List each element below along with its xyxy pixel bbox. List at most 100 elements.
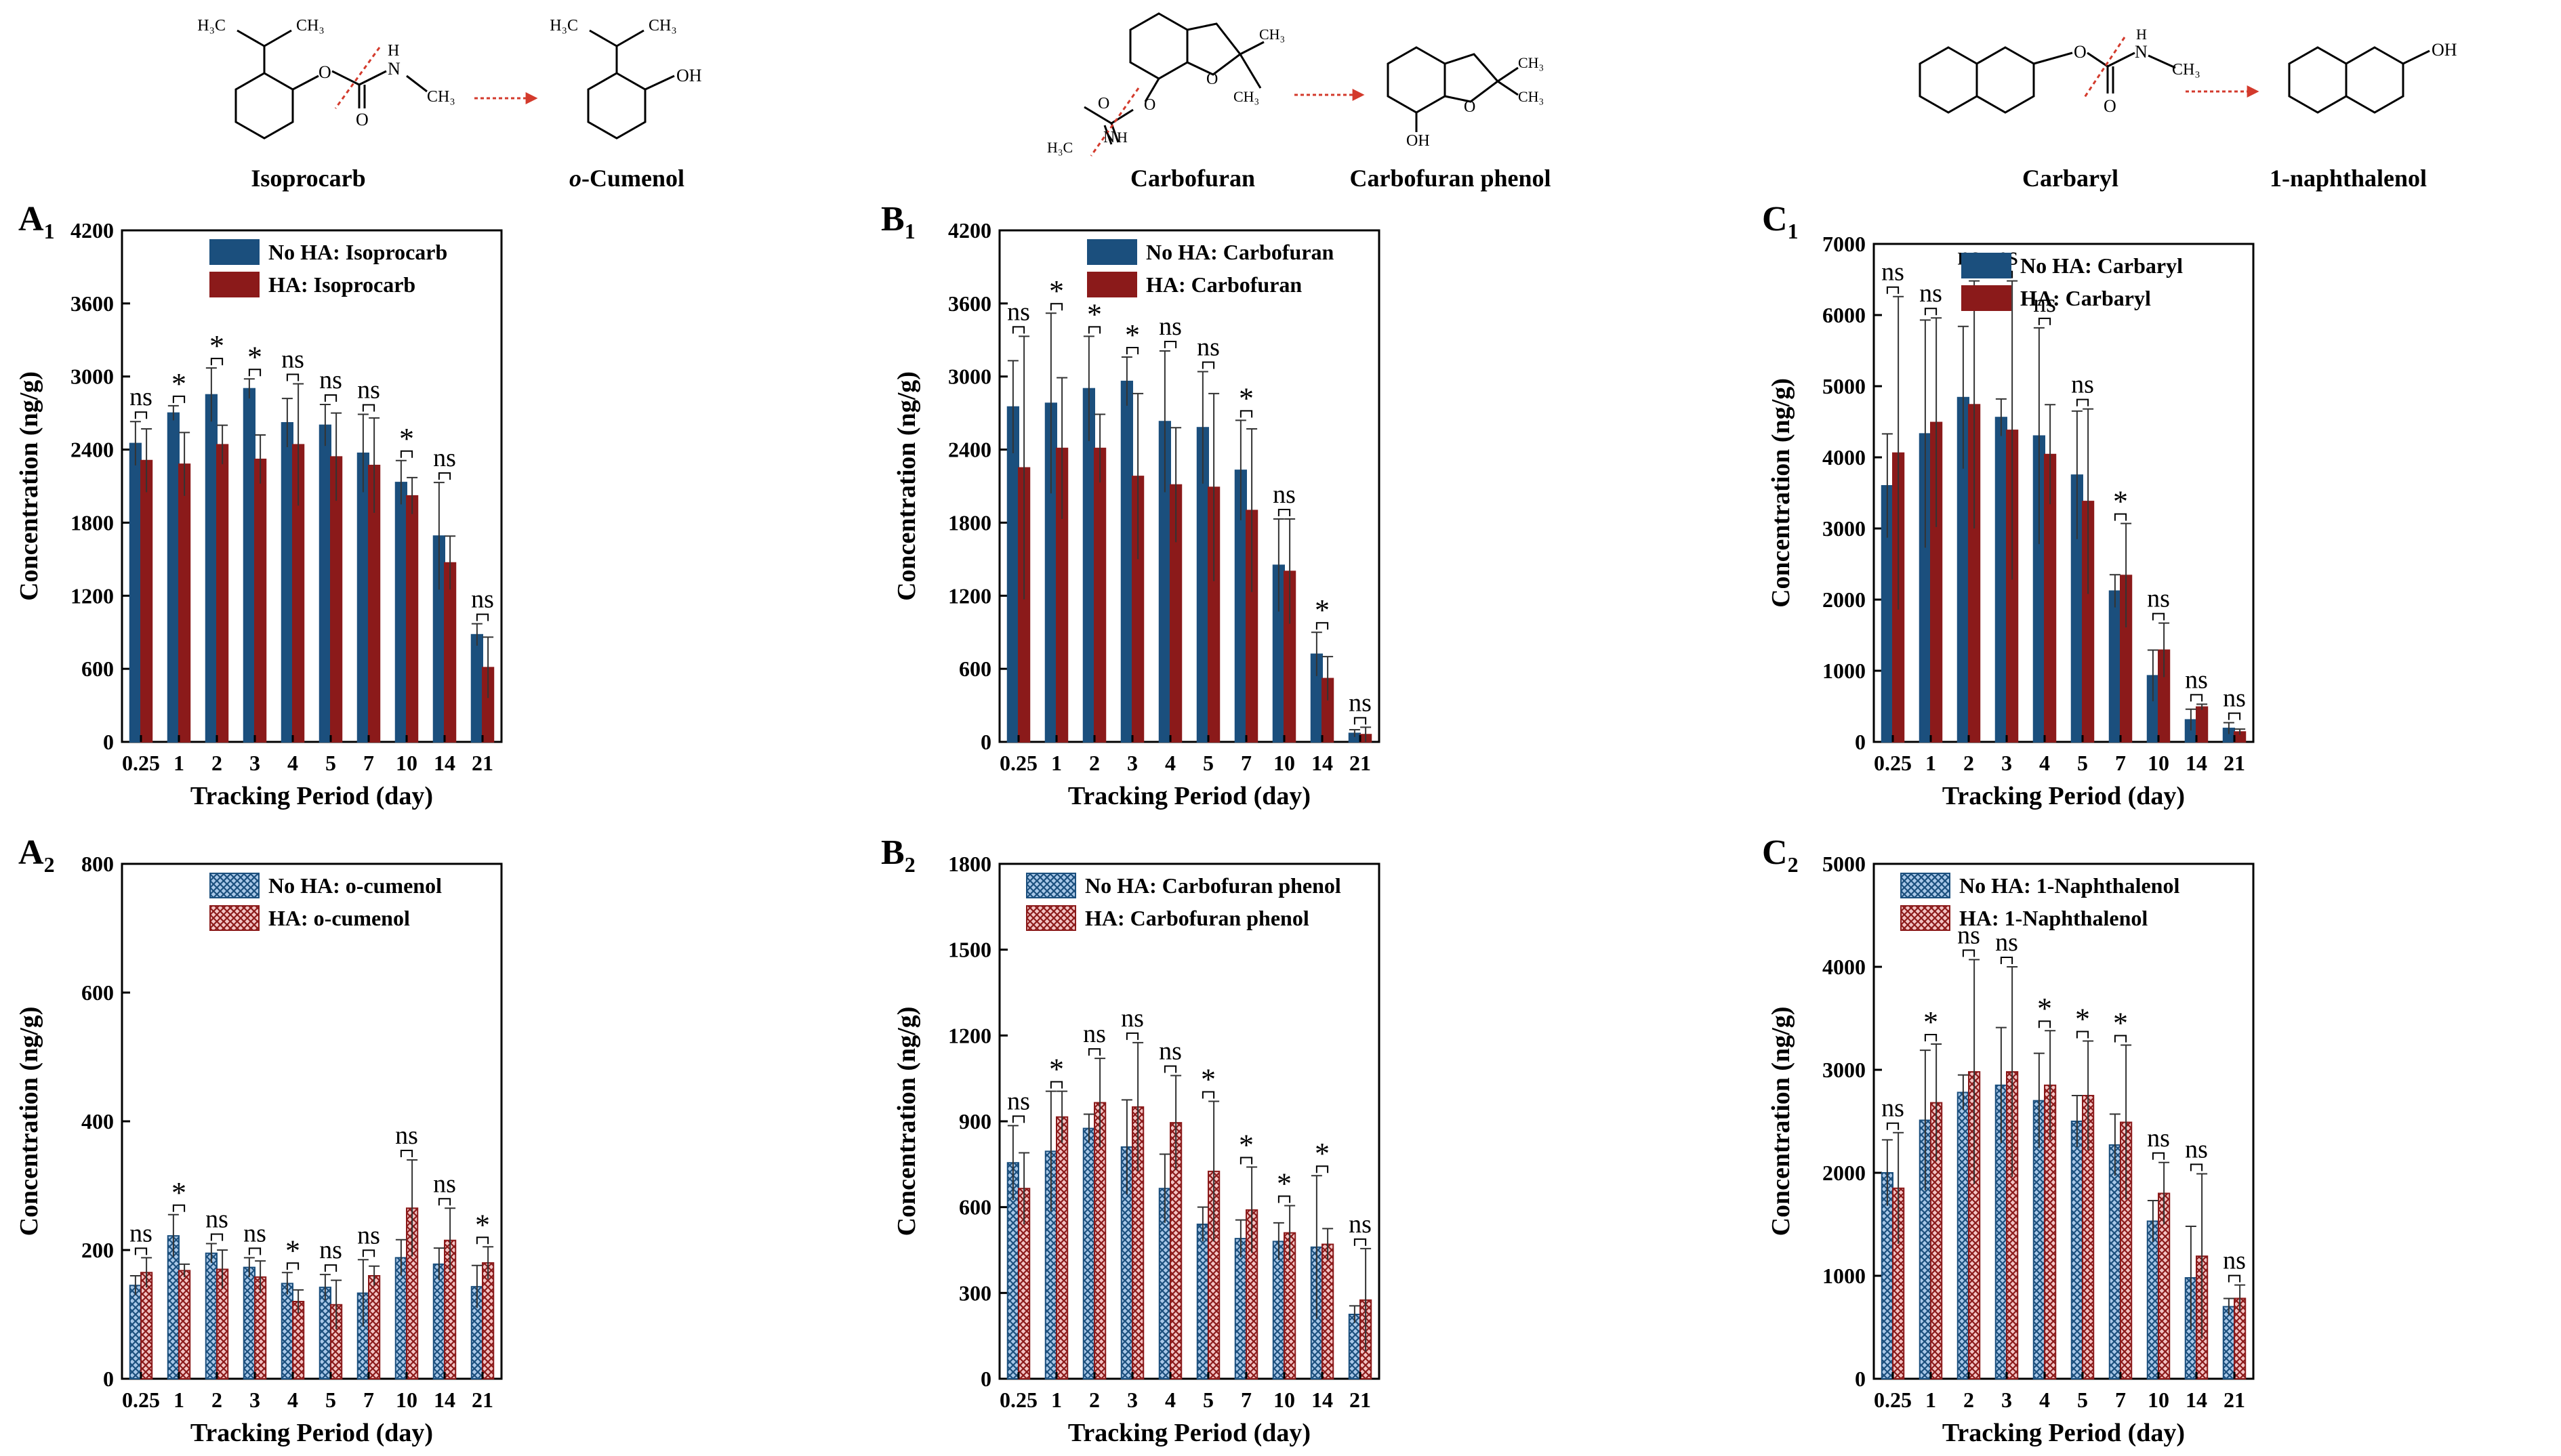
significance-label: *	[247, 340, 262, 373]
significance-label: ns	[129, 1219, 152, 1247]
bar-ha	[178, 463, 191, 743]
y-tick-label: 0	[1855, 730, 1866, 754]
significance-bracket	[2190, 694, 2203, 702]
y-tick-label: 3000	[948, 365, 991, 389]
x-tick-label: 10	[2148, 1388, 2169, 1412]
isoprocarb-atom-h: H	[388, 42, 399, 60]
significance-label: *	[1239, 381, 1254, 415]
bar-no-ha	[281, 1283, 294, 1380]
y-tick-label: 5000	[1822, 852, 1866, 876]
bar-ha	[140, 459, 153, 743]
x-tick-label: 0.25	[122, 751, 160, 775]
y-tick-label: 3600	[948, 291, 991, 316]
significance-label: *	[2113, 485, 2128, 518]
chart-panel-b1: B10600120018002400300036004200Concentrat…	[881, 200, 1380, 810]
legend-swatch-no-ha	[1961, 253, 2011, 278]
x-tick-label: 14	[1311, 1388, 1333, 1412]
significance-label: ns	[1159, 1037, 1182, 1065]
bar-ha	[1322, 1243, 1334, 1379]
y-tick-label: 0	[1855, 1367, 1866, 1391]
significance-label: *	[171, 1176, 186, 1209]
panel-letter: C	[1762, 833, 1788, 872]
legend-label-ha: HA: Carbofuran phenol	[1085, 906, 1309, 930]
significance-label: *	[1239, 1129, 1254, 1162]
significance-bracket	[362, 404, 375, 412]
legend-label-ha: HA: o-cumenol	[268, 906, 410, 930]
legend-swatch-no-ha	[1087, 239, 1137, 265]
significance-bracket	[2114, 1035, 2127, 1043]
bar-no-ha	[394, 1257, 408, 1380]
bar-no-ha	[243, 388, 256, 743]
o-cumenol-atom-oh: OH	[676, 66, 702, 85]
y-tick-label: 3000	[70, 365, 114, 389]
significance-label: ns	[1007, 297, 1030, 326]
y-tick-label: 300	[959, 1281, 991, 1305]
significance-label: ns	[205, 1205, 228, 1234]
significance-bracket	[1126, 346, 1139, 354]
naphthalenol-atom-oh: OH	[2432, 40, 2457, 60]
bar-no-ha	[2108, 590, 2122, 743]
x-tick-label: 21	[2224, 1388, 2245, 1412]
significance-label: ns	[357, 375, 380, 404]
legend-label-ha: HA: Carbaryl	[2020, 286, 2151, 310]
significance-label: ns	[2147, 1124, 2170, 1152]
significance-label: *	[2113, 1007, 2128, 1040]
x-tick-label: 2	[211, 1388, 222, 1412]
bar-no-ha	[281, 422, 294, 743]
isoprocarb-atom-h3c: H₃C	[197, 17, 226, 35]
legend-label-no-ha: No HA: o-cumenol	[268, 873, 442, 898]
panel-label: C1	[1762, 200, 1799, 243]
bar-ha	[406, 495, 419, 743]
isoprocarb-name: Isoprocarb	[251, 165, 365, 192]
carbofuran-phenol-atom-oh: OH	[1406, 132, 1430, 150]
significance-bracket	[1050, 303, 1063, 311]
o-cumenol-name: o-Cumenol	[569, 165, 684, 192]
significance-label: *	[1049, 274, 1064, 308]
o-cumenol-prefix: o	[569, 165, 581, 192]
legend-label-no-ha: No HA: Carbofuran	[1146, 240, 1334, 264]
significance-bracket	[1126, 1032, 1139, 1040]
significance-bracket	[1164, 340, 1177, 348]
x-tick-label: 4	[2039, 1388, 2050, 1412]
bar-no-ha	[167, 1235, 180, 1379]
x-tick-label: 3	[1127, 751, 1138, 775]
o-cumenol-structure	[587, 29, 675, 140]
panel-subscript: 1	[905, 219, 916, 243]
significance-label: ns	[129, 383, 152, 411]
x-tick-label: 5	[325, 751, 336, 775]
x-tick-label: 1	[1925, 1388, 1936, 1412]
x-tick-label: 0.25	[1874, 751, 1912, 775]
x-tick-label: 21	[1349, 751, 1371, 775]
bar-ha	[368, 1275, 381, 1379]
legend-swatch-no-ha	[209, 873, 260, 898]
carbofuran-phenol-structure	[1387, 46, 1519, 132]
bar-no-ha	[1082, 388, 1096, 743]
significance-bracket	[362, 1249, 375, 1257]
x-tick-label: 4	[287, 1388, 298, 1412]
x-tick-label: 5	[325, 1388, 336, 1412]
significance-bracket	[210, 358, 224, 366]
legend-swatch-ha	[209, 272, 260, 297]
significance-bracket	[1315, 1165, 1329, 1173]
y-axis-label: Concentration (ng/g)	[1767, 1007, 1795, 1236]
bar-no-ha	[167, 412, 180, 743]
bar-ha	[140, 1272, 153, 1379]
significance-label: ns	[2185, 1136, 2208, 1164]
significance-label: ns	[2033, 289, 2056, 318]
o-cumenol-atom-h3c: H₃C	[550, 17, 578, 35]
y-axis-label: Concentration (ng/g)	[893, 1007, 921, 1236]
significance-bracket	[1277, 509, 1291, 517]
legend-swatch-no-ha	[1900, 873, 1950, 898]
y-tick-label: 200	[81, 1238, 114, 1262]
significance-label: *	[1049, 1053, 1064, 1086]
x-tick-label: 14	[434, 1388, 455, 1412]
bar-no-ha	[129, 1285, 142, 1379]
x-tick-label: 1	[1051, 751, 1062, 775]
y-axis-label: Concentration (ng/g)	[1767, 378, 1795, 608]
x-axis-label: Tracking Period (day)	[1942, 1419, 2185, 1447]
significance-label: ns	[1349, 1210, 1372, 1239]
significance-bracket	[1886, 1122, 1900, 1130]
x-tick-label: 0.25	[122, 1388, 160, 1412]
